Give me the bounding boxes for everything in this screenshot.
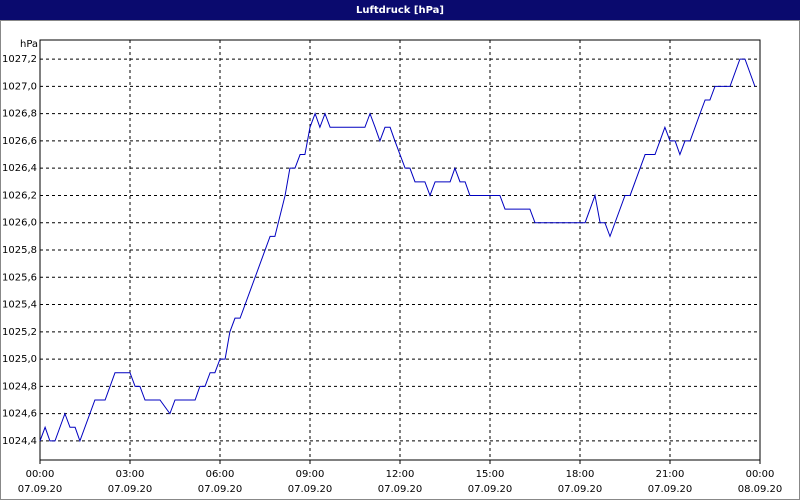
line bbox=[39, 58, 756, 443]
x-tick-date: 07.09.20 bbox=[288, 484, 333, 495]
y-tick-label: 1026,2 bbox=[2, 190, 37, 201]
y-tick-label: 1025,6 bbox=[2, 272, 37, 283]
chart-title: Luftdruck [hPa] bbox=[356, 5, 444, 16]
x-tick-label: 06:00 bbox=[206, 469, 235, 480]
x-tick-date: 07.09.20 bbox=[18, 484, 63, 495]
y-tick-label: 1025,2 bbox=[2, 327, 37, 338]
x-tick-label: 15:00 bbox=[476, 469, 505, 480]
x-tick-date: 07.09.20 bbox=[558, 484, 603, 495]
y-tick-label: 1026,0 bbox=[2, 218, 37, 229]
y-tick-label: 1026,6 bbox=[2, 136, 37, 147]
x-tick-date: 07.09.20 bbox=[108, 484, 153, 495]
y-tick-label: 1024,4 bbox=[2, 436, 37, 447]
x-tick-date: 07.09.20 bbox=[648, 484, 693, 495]
y-tick-label: 1024,8 bbox=[2, 381, 37, 392]
x-tick-label: 09:00 bbox=[296, 469, 325, 480]
x-tick-date: 07.09.20 bbox=[468, 484, 513, 495]
x-tick-label: 21:00 bbox=[656, 469, 685, 480]
plot-border bbox=[39, 39, 761, 461]
y-tick-label: 1027,0 bbox=[2, 81, 37, 92]
title-bar bbox=[0, 0, 800, 20]
x-tick-label: 03:00 bbox=[116, 469, 145, 480]
x-tick-date: 08.09.20 bbox=[738, 484, 783, 495]
x-tick-date: 07.09.20 bbox=[198, 484, 243, 495]
y-tick-label: 1025,0 bbox=[2, 354, 37, 365]
x-tick-label: 00:00 bbox=[746, 469, 775, 480]
y-tick-label: 1024,6 bbox=[2, 409, 37, 420]
x-tick-date: 07.09.20 bbox=[378, 484, 423, 495]
y-tick-label: 1025,8 bbox=[2, 245, 37, 256]
y-tick-label: 1026,8 bbox=[2, 109, 37, 120]
x-tick-label: 18:00 bbox=[566, 469, 595, 480]
y-tick-label: 1027,2 bbox=[2, 54, 37, 65]
frame bbox=[0, 20, 800, 500]
y-unit: hPa bbox=[20, 39, 38, 50]
x-tick-label: 00:00 bbox=[26, 469, 55, 480]
y-tick-label: 1025,4 bbox=[2, 300, 37, 311]
x-tick-label: 12:00 bbox=[386, 469, 415, 480]
y-tick-label: 1026,4 bbox=[2, 163, 37, 174]
